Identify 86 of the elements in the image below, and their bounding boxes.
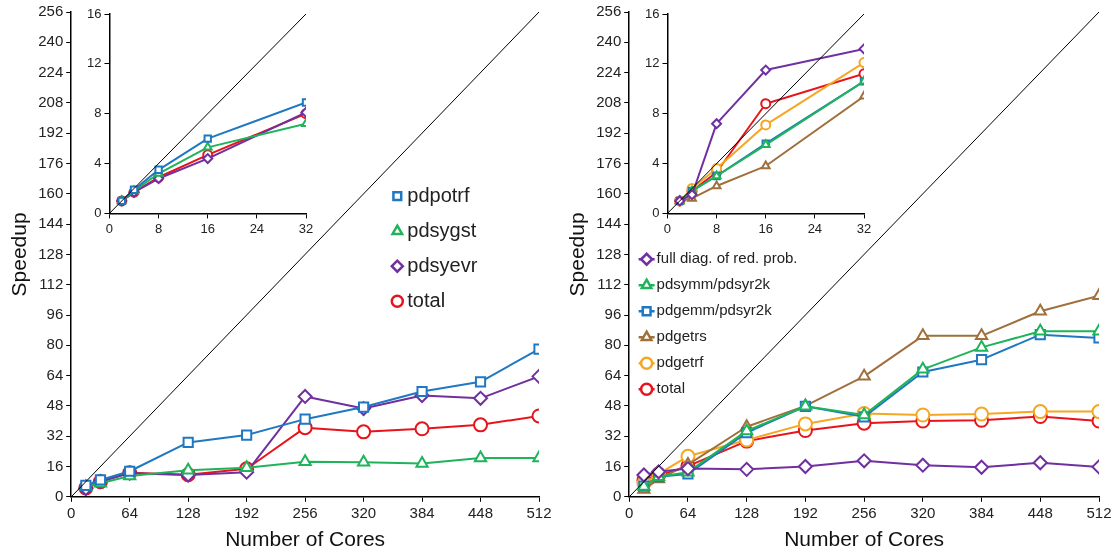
y-tick-label: 0 <box>612 486 622 504</box>
y-tick-label: 176 <box>38 153 64 171</box>
y-tick-label: 16 <box>604 456 622 474</box>
y-tick-label: 16 <box>46 456 64 474</box>
y-tick-label: 48 <box>604 396 622 414</box>
y-tick-label: 96 <box>604 305 622 323</box>
y-tick-label: 64 <box>46 365 64 383</box>
x-tick-label: 16 <box>758 220 773 236</box>
y-tick-label: 192 <box>38 123 64 141</box>
x-tick-label: 512 <box>526 503 552 521</box>
y-tick-label: 144 <box>596 214 622 232</box>
y-tick-label: 0 <box>94 204 102 220</box>
x-tick-label: 0 <box>67 503 76 521</box>
legend-label: pdgemm/pdsyr2k <box>656 301 773 319</box>
y-tick-label: 208 <box>38 93 64 111</box>
legend-label: total <box>656 379 685 397</box>
x-tick-label: 192 <box>792 503 818 521</box>
y-tick-label: 4 <box>94 155 102 171</box>
y-tick-label: 112 <box>39 274 64 292</box>
y-tick-label: 208 <box>596 93 622 111</box>
y-tick-label: 0 <box>54 486 64 504</box>
y-tick-label: 12 <box>644 55 660 71</box>
x-tick-label: 32 <box>298 220 314 236</box>
legend-label: pdsyevr <box>407 253 478 276</box>
y-tick-label: 224 <box>596 62 622 80</box>
y-tick-label: 192 <box>596 123 622 141</box>
x-tick-label: 16 <box>200 220 215 236</box>
y-tick-label: 128 <box>38 244 64 262</box>
x-tick-label: 0 <box>663 220 672 236</box>
y-tick-label: 64 <box>604 365 622 383</box>
x-axis-title: Number of Cores <box>784 527 945 551</box>
x-tick-label: 512 <box>1086 503 1112 521</box>
y-tick-label: 48 <box>46 396 64 414</box>
y-tick-label: 160 <box>596 183 622 201</box>
x-tick-label: 448 <box>468 503 494 521</box>
y-tick-label: 8 <box>652 105 660 121</box>
y-tick-label: 8 <box>94 105 102 121</box>
y-tick-label: 176 <box>596 153 622 171</box>
y-tick-label: 80 <box>604 335 622 353</box>
y-tick-label: 256 <box>38 2 64 20</box>
y-tick-label: 256 <box>596 2 622 20</box>
y-axis-title: Speedup <box>7 212 31 297</box>
y-tick-label: 160 <box>38 183 64 201</box>
x-tick-label: 0 <box>625 503 634 521</box>
x-tick-label: 64 <box>121 503 139 521</box>
x-tick-label: 384 <box>969 503 995 521</box>
y-axis-title: Speedup <box>565 212 589 297</box>
y-tick-label: 16 <box>86 5 102 21</box>
y-tick-label: 96 <box>46 305 64 323</box>
y-tick-label: 80 <box>46 335 64 353</box>
x-tick-label: 24 <box>807 220 823 236</box>
y-tick-label: 112 <box>597 274 622 292</box>
y-tick-label: 128 <box>596 244 622 262</box>
y-tick-label: 12 <box>86 55 102 71</box>
x-tick-label: 256 <box>851 503 877 521</box>
x-tick-label: 448 <box>1027 503 1053 521</box>
y-tick-label: 240 <box>596 32 622 50</box>
legend-label: pdpotrf <box>407 183 471 206</box>
y-tick-label: 32 <box>46 426 64 444</box>
x-axis-title: Number of Cores <box>225 527 386 551</box>
legend-label: pdsygst <box>407 218 477 241</box>
x-tick-label: 320 <box>351 503 377 521</box>
x-tick-label: 24 <box>249 220 265 236</box>
x-tick-label: 256 <box>292 503 318 521</box>
legend-label: pdgetrf <box>656 353 705 371</box>
x-tick-label: 128 <box>175 503 201 521</box>
y-tick-label: 0 <box>652 204 660 220</box>
y-tick-label: 32 <box>604 426 622 444</box>
y-tick-label: 144 <box>38 214 64 232</box>
x-tick-label: 384 <box>409 503 435 521</box>
x-tick-label: 8 <box>154 220 163 236</box>
legend-label: full diag. of red. prob. <box>656 249 798 267</box>
legend-label: pdsymm/pdsyr2k <box>656 275 771 293</box>
x-tick-label: 8 <box>712 220 721 236</box>
y-tick-label: 4 <box>652 155 660 171</box>
x-tick-label: 128 <box>734 503 760 521</box>
legend-label: pdgetrs <box>656 327 707 345</box>
x-tick-label: 320 <box>910 503 936 521</box>
x-tick-label: 192 <box>234 503 260 521</box>
y-tick-label: 240 <box>38 32 64 50</box>
y-tick-label: 224 <box>38 62 64 80</box>
y-tick-label: 16 <box>644 5 660 21</box>
legend-label: total <box>407 288 446 311</box>
x-tick-label: 64 <box>679 503 697 521</box>
x-tick-label: 32 <box>856 220 872 236</box>
x-tick-label: 0 <box>105 220 114 236</box>
